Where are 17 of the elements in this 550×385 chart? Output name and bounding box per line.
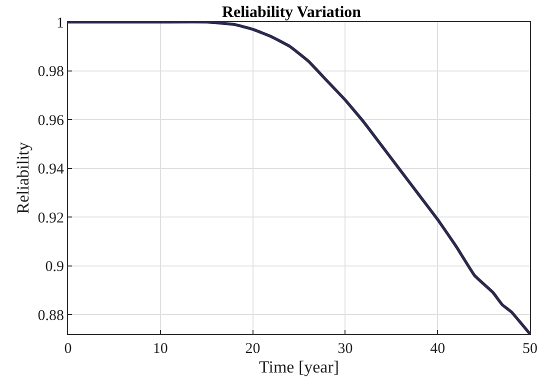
y-tick-label: 0.96 xyxy=(38,112,64,129)
y-tick-label: 0.98 xyxy=(38,64,64,80)
x-tick-label: 50 xyxy=(522,341,538,357)
y-tick-label: 0.88 xyxy=(38,308,64,324)
x-tick-label: 40 xyxy=(430,341,446,357)
x-axis-title: Time [year] xyxy=(258,357,340,376)
y-tick-label: 0.94 xyxy=(38,162,64,178)
x-tick-label: 0 xyxy=(64,341,72,357)
x-tick-label: 30 xyxy=(338,341,353,357)
x-tick-label: 20 xyxy=(245,341,260,357)
y-axis-title: Reliability xyxy=(13,142,32,214)
y-tick-label: 0.9 xyxy=(45,259,64,275)
y-tick-label: 0.92 xyxy=(38,210,64,226)
line-series xyxy=(68,22,530,334)
x-tick-label: 10 xyxy=(152,341,168,357)
chart-title: Reliability Variation xyxy=(222,4,362,21)
y-tick-label: 1 xyxy=(56,15,64,32)
